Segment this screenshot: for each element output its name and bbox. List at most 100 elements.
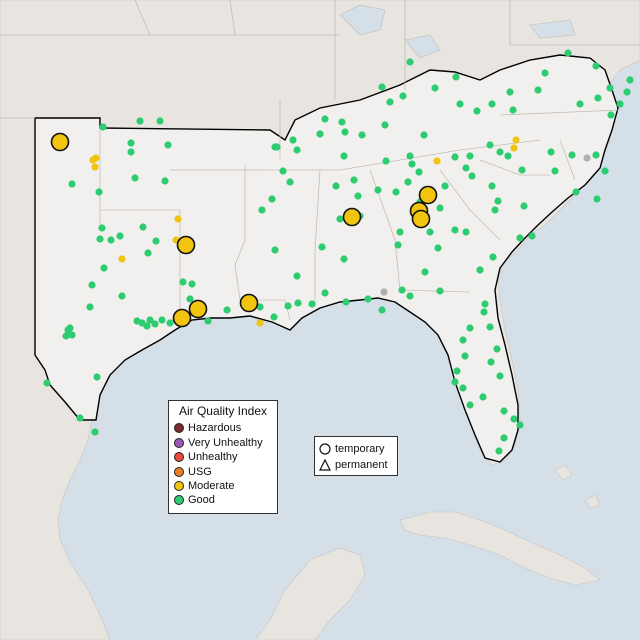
good-site-marker[interactable]: [279, 167, 287, 175]
good-site-marker[interactable]: [100, 264, 108, 272]
good-site-marker[interactable]: [374, 186, 382, 194]
moderate-temporary-site-marker[interactable]: [411, 209, 431, 229]
good-site-marker[interactable]: [332, 182, 340, 190]
good-site-marker[interactable]: [568, 151, 576, 159]
good-site-marker[interactable]: [493, 345, 501, 353]
good-site-marker[interactable]: [354, 192, 362, 200]
good-site-marker[interactable]: [488, 182, 496, 190]
good-site-marker[interactable]: [518, 166, 526, 174]
good-site-marker[interactable]: [378, 83, 386, 91]
good-site-marker[interactable]: [188, 280, 196, 288]
good-site-marker[interactable]: [270, 313, 278, 321]
good-site-marker[interactable]: [426, 228, 434, 236]
good-site-marker[interactable]: [509, 106, 517, 114]
good-site-marker[interactable]: [127, 148, 135, 156]
good-site-marker[interactable]: [394, 241, 402, 249]
good-site-marker[interactable]: [396, 228, 404, 236]
good-site-marker[interactable]: [88, 281, 96, 289]
good-site-marker[interactable]: [43, 379, 51, 387]
good-site-marker[interactable]: [453, 367, 461, 375]
good-site-marker[interactable]: [406, 152, 414, 160]
good-site-marker[interactable]: [506, 88, 514, 96]
good-site-marker[interactable]: [436, 204, 444, 212]
moderate-site-marker[interactable]: [91, 163, 99, 171]
good-site-marker[interactable]: [98, 224, 106, 232]
good-site-marker[interactable]: [500, 407, 508, 415]
moderate-site-marker[interactable]: [512, 136, 520, 144]
moderate-site-marker[interactable]: [118, 255, 126, 263]
good-site-marker[interactable]: [441, 182, 449, 190]
no-data-site-marker[interactable]: [583, 154, 591, 162]
good-site-marker[interactable]: [273, 143, 281, 151]
moderate-site-marker[interactable]: [510, 144, 518, 152]
good-site-marker[interactable]: [491, 206, 499, 214]
moderate-large-sites[interactable]: [50, 132, 438, 328]
good-site-marker[interactable]: [289, 136, 297, 144]
good-site-marker[interactable]: [223, 306, 231, 314]
moderate-temporary-site-marker[interactable]: [50, 132, 70, 152]
good-site-marker[interactable]: [466, 152, 474, 160]
good-site-marker[interactable]: [473, 107, 481, 115]
good-site-marker[interactable]: [528, 232, 536, 240]
good-site-marker[interactable]: [399, 92, 407, 100]
good-site-marker[interactable]: [321, 115, 329, 123]
good-site-marker[interactable]: [86, 303, 94, 311]
good-site-marker[interactable]: [271, 246, 279, 254]
good-site-marker[interactable]: [476, 266, 484, 274]
good-site-marker[interactable]: [136, 117, 144, 125]
good-site-marker[interactable]: [381, 121, 389, 129]
good-site-marker[interactable]: [564, 49, 572, 57]
good-site-marker[interactable]: [316, 130, 324, 138]
good-site-marker[interactable]: [91, 428, 99, 436]
good-site-marker[interactable]: [593, 195, 601, 203]
good-site-marker[interactable]: [358, 131, 366, 139]
moderate-temporary-site-marker[interactable]: [176, 235, 196, 255]
good-site-marker[interactable]: [459, 384, 467, 392]
moderate-site-marker[interactable]: [174, 215, 182, 223]
moderate-site-marker[interactable]: [433, 157, 441, 165]
good-site-marker[interactable]: [321, 289, 329, 297]
good-site-marker[interactable]: [452, 73, 460, 81]
good-site-marker[interactable]: [146, 316, 154, 324]
good-site-marker[interactable]: [421, 268, 429, 276]
good-site-marker[interactable]: [594, 94, 602, 102]
moderate-site-marker[interactable]: [92, 154, 100, 162]
good-site-marker[interactable]: [496, 372, 504, 380]
good-site-marker[interactable]: [510, 415, 518, 423]
monitoring-sites[interactable]: [43, 49, 634, 455]
good-site-marker[interactable]: [68, 180, 76, 188]
good-site-marker[interactable]: [336, 215, 344, 223]
good-site-marker[interactable]: [406, 292, 414, 300]
good-site-marker[interactable]: [268, 195, 276, 203]
good-site-marker[interactable]: [258, 206, 266, 214]
good-site-marker[interactable]: [456, 100, 464, 108]
good-site-marker[interactable]: [151, 320, 159, 328]
good-site-marker[interactable]: [158, 316, 166, 324]
good-site-marker[interactable]: [66, 324, 74, 332]
good-site-marker[interactable]: [607, 111, 615, 119]
good-site-marker[interactable]: [286, 178, 294, 186]
good-site-marker[interactable]: [451, 378, 459, 386]
moderate-temporary-site-marker[interactable]: [239, 293, 259, 313]
good-site-marker[interactable]: [118, 292, 126, 300]
good-site-marker[interactable]: [256, 303, 264, 311]
good-site-marker[interactable]: [481, 300, 489, 308]
good-site-marker[interactable]: [495, 447, 503, 455]
good-site-marker[interactable]: [461, 352, 469, 360]
moderate-temporary-site-marker[interactable]: [172, 308, 192, 328]
no-data-site-marker[interactable]: [380, 288, 388, 296]
good-site-marker[interactable]: [392, 188, 400, 196]
good-site-marker[interactable]: [382, 157, 390, 165]
good-site-marker[interactable]: [576, 100, 584, 108]
good-site-marker[interactable]: [494, 197, 502, 205]
good-site-marker[interactable]: [434, 244, 442, 252]
good-site-marker[interactable]: [534, 86, 542, 94]
good-site-marker[interactable]: [318, 243, 326, 251]
good-site-marker[interactable]: [340, 152, 348, 160]
good-site-marker[interactable]: [338, 118, 346, 126]
good-site-marker[interactable]: [606, 84, 614, 92]
good-site-marker[interactable]: [462, 228, 470, 236]
good-site-marker[interactable]: [480, 308, 488, 316]
good-site-marker[interactable]: [623, 88, 631, 96]
